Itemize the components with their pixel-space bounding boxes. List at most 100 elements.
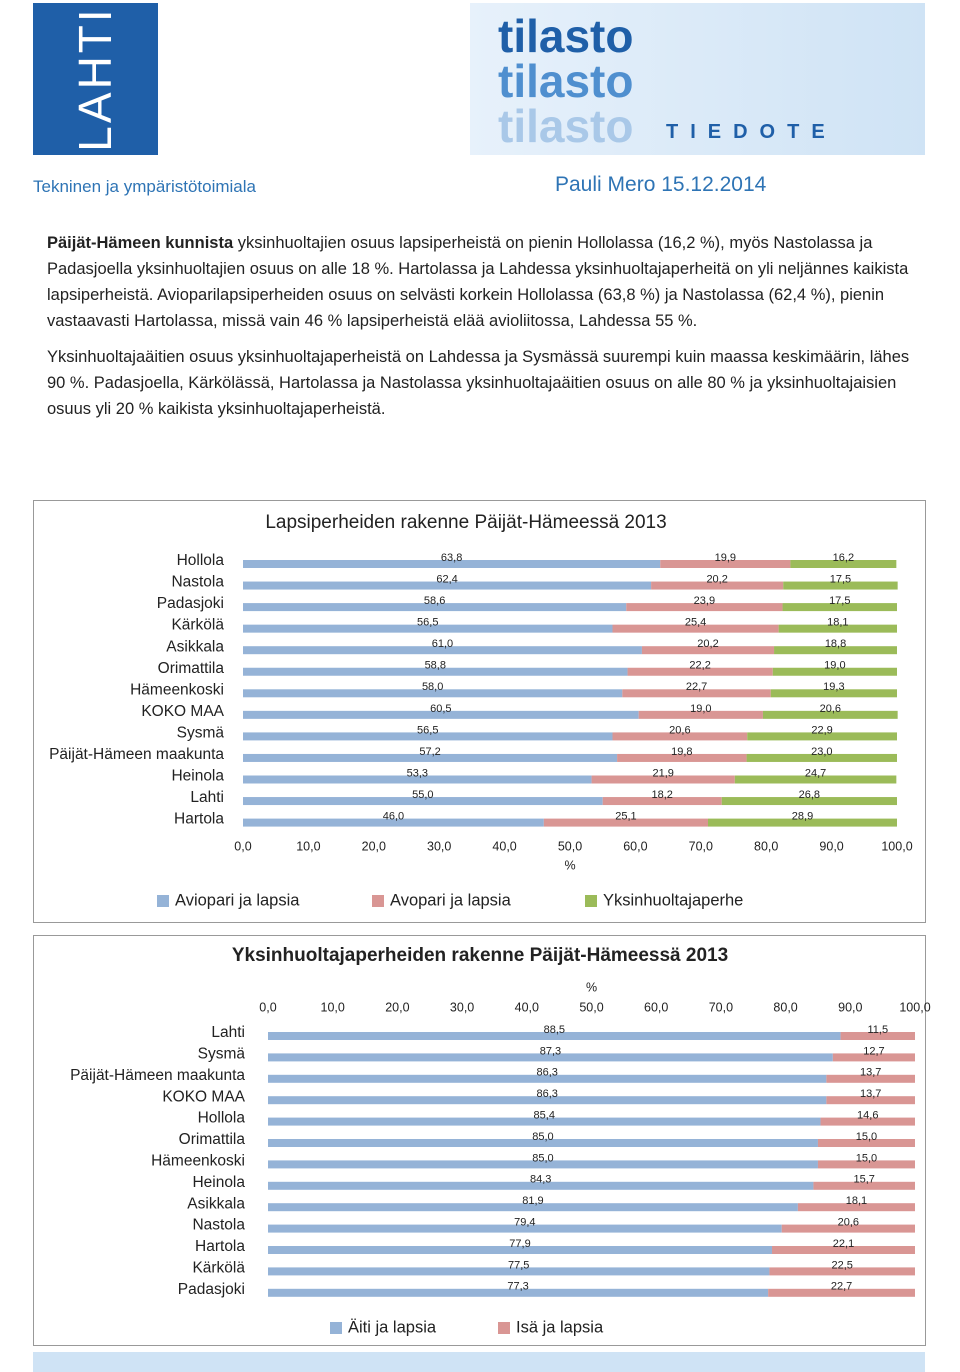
bar-segment bbox=[626, 603, 783, 612]
category-label: Päijät-Hämeen maakunta bbox=[70, 1067, 245, 1084]
bar-segment bbox=[243, 775, 592, 784]
bar-segment bbox=[543, 818, 708, 827]
value-label: 20,6 bbox=[669, 724, 690, 736]
value-label: 85,4 bbox=[534, 1110, 555, 1122]
x-tick-label: 30,0 bbox=[427, 839, 451, 853]
bar-segment bbox=[840, 1032, 915, 1040]
category-label: Padasjoki bbox=[178, 1281, 245, 1298]
chart-title: Yksinhuoltajaperheiden rakenne Päijät-Hä… bbox=[232, 945, 728, 966]
x-tick-label: 0,0 bbox=[259, 1000, 276, 1014]
value-label: 15,0 bbox=[856, 1152, 877, 1164]
category-label: Nastola bbox=[192, 1217, 245, 1234]
bar-segment bbox=[268, 1246, 773, 1254]
bar-segment bbox=[243, 603, 627, 612]
category-label: Nastola bbox=[171, 574, 224, 591]
category-label: Orimattila bbox=[158, 660, 225, 677]
bar-segment bbox=[651, 581, 784, 590]
bar-segment bbox=[243, 689, 623, 698]
category-label: KOKO MAA bbox=[141, 703, 224, 720]
value-label: 19,0 bbox=[690, 703, 711, 715]
category-label: Sysmä bbox=[198, 1045, 246, 1062]
bar-segment bbox=[243, 581, 652, 590]
value-label: 88,5 bbox=[544, 1024, 565, 1036]
category-label: Sysmä bbox=[177, 724, 225, 741]
bar-segment bbox=[268, 1288, 769, 1297]
bar-segment bbox=[747, 732, 897, 741]
value-label: 15,7 bbox=[853, 1174, 874, 1186]
category-label: Asikkala bbox=[187, 1195, 245, 1212]
value-label: 25,4 bbox=[685, 617, 706, 629]
bar-segment bbox=[243, 818, 544, 827]
bar-segment bbox=[746, 753, 897, 762]
bar-segment bbox=[622, 689, 771, 698]
author-date: Pauli Mero 15.12.2014 bbox=[555, 173, 767, 196]
value-label: 11,5 bbox=[868, 1024, 889, 1036]
value-label: 77,9 bbox=[509, 1238, 530, 1250]
legend-label: Äiti ja lapsia bbox=[348, 1318, 437, 1336]
bar-segment bbox=[268, 1117, 821, 1126]
bar-segment bbox=[268, 1267, 770, 1276]
x-tick-label: 20,0 bbox=[385, 1000, 409, 1014]
x-tick-label: 80,0 bbox=[754, 839, 778, 853]
footer-strip bbox=[33, 1352, 925, 1372]
chart-frame bbox=[33, 500, 926, 923]
value-label: 86,3 bbox=[536, 1067, 557, 1079]
x-tick-label: 100,0 bbox=[881, 839, 912, 853]
value-label: 23,0 bbox=[811, 746, 832, 758]
bar-segment bbox=[782, 603, 897, 612]
x-tick-label: 40,0 bbox=[492, 839, 516, 853]
bar-segment bbox=[781, 1224, 915, 1233]
category-label: Hämeenkoski bbox=[151, 1152, 245, 1169]
value-label: 46,0 bbox=[383, 811, 404, 823]
legend-swatch bbox=[157, 895, 169, 907]
value-label: 22,7 bbox=[686, 681, 707, 693]
paragraph-text: yksinhuoltajien osuus lapsiperheistä on … bbox=[47, 234, 909, 330]
value-label: 26,8 bbox=[799, 789, 820, 801]
chart-title: Lapsiperheiden rakenne Päijät-Hämeessä 2… bbox=[265, 512, 666, 533]
value-label: 17,5 bbox=[829, 595, 850, 607]
bar-segment bbox=[612, 624, 779, 633]
value-label: 20,2 bbox=[706, 573, 727, 585]
bar-segment bbox=[268, 1224, 782, 1233]
value-label: 14,6 bbox=[857, 1110, 878, 1122]
value-label: 77,5 bbox=[508, 1259, 529, 1271]
value-label: 18,1 bbox=[846, 1195, 867, 1207]
bar-segment bbox=[268, 1032, 841, 1040]
x-tick-label: 10,0 bbox=[321, 1000, 345, 1014]
value-label: 60,5 bbox=[430, 703, 451, 715]
value-label: 62,4 bbox=[436, 573, 457, 585]
bar-segment bbox=[820, 1117, 915, 1126]
legend-label: Avopari ja lapsia bbox=[390, 891, 512, 909]
bar-segment bbox=[813, 1181, 915, 1190]
value-label: 22,1 bbox=[833, 1238, 854, 1250]
bar-segment bbox=[243, 753, 618, 762]
value-label: 13,7 bbox=[860, 1067, 881, 1079]
bar-segment bbox=[243, 624, 613, 633]
bar-segment bbox=[817, 1139, 915, 1147]
value-label: 20,6 bbox=[838, 1217, 859, 1229]
legend-swatch bbox=[372, 895, 384, 907]
banner-tag: TIEDOTE bbox=[666, 121, 837, 143]
bar-segment bbox=[734, 775, 897, 784]
x-tick-label: 40,0 bbox=[515, 1000, 539, 1014]
bar-segment bbox=[817, 1160, 915, 1169]
x-tick-label: 70,0 bbox=[689, 839, 713, 853]
paragraph-lead: Päijät-Hämeen kunnista bbox=[47, 234, 234, 252]
value-label: 19,0 bbox=[824, 660, 845, 672]
value-label: 22,7 bbox=[831, 1281, 852, 1293]
category-label: Orimattila bbox=[179, 1131, 246, 1148]
x-tick-label: 50,0 bbox=[558, 839, 582, 853]
bar-segment bbox=[243, 646, 642, 655]
value-label: 22,9 bbox=[811, 724, 832, 736]
bar-segment bbox=[774, 646, 897, 655]
x-tick-label: 80,0 bbox=[773, 1000, 797, 1014]
bar-segment bbox=[778, 624, 897, 633]
bar-segment bbox=[243, 710, 639, 719]
category-label: Padasjoki bbox=[157, 595, 224, 612]
bar-segment bbox=[783, 581, 898, 590]
legend-label: Isä ja lapsia bbox=[516, 1318, 604, 1336]
value-label: 58,0 bbox=[422, 681, 443, 693]
x-tick-label: 10,0 bbox=[296, 839, 320, 853]
bar-segment bbox=[638, 710, 763, 719]
bar-segment bbox=[602, 797, 722, 806]
